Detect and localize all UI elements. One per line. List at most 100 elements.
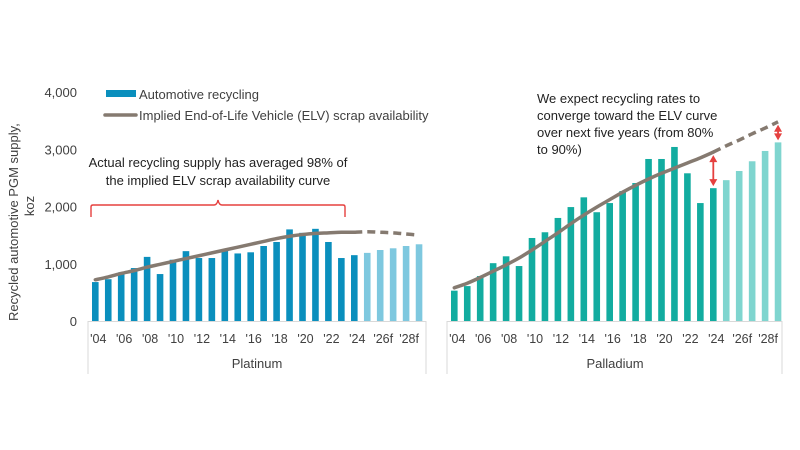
forecast-bar-2026	[735, 171, 743, 321]
palladium-annotation: We expect recycling rates to converge to…	[537, 91, 717, 157]
bar-2020	[299, 232, 306, 321]
bar-2008	[143, 256, 151, 321]
bar-2014	[221, 250, 229, 321]
x-tick-label: '04	[449, 332, 465, 346]
y-axis: 0 1,000 2,000 3,000 4,000	[44, 85, 77, 329]
bar-2009	[156, 274, 164, 321]
bar-2021	[671, 146, 678, 321]
bar-2022	[325, 241, 332, 321]
y-tick-label: 2,000	[44, 200, 77, 215]
palladium-annotation-line2: converge toward the ELV curve	[537, 108, 717, 123]
palladium-annotation-line1: We expect recycling rates to	[537, 91, 700, 106]
forecast-bar-2028	[402, 246, 410, 321]
x-tick-label: '20	[656, 332, 672, 346]
bar-2013	[567, 207, 575, 321]
bar-2016	[606, 203, 613, 321]
bar-2012	[554, 217, 562, 321]
gap-arrow-head-up	[709, 155, 718, 163]
x-tick-label: '14	[579, 332, 595, 346]
x-tick-label: '22	[682, 332, 698, 346]
bar-2023	[697, 203, 704, 321]
x-tick-label: '10	[168, 332, 184, 346]
x-tick-label: '18	[630, 332, 646, 346]
x-tick-label: '12	[553, 332, 569, 346]
bar-2006	[117, 272, 125, 321]
gap-arrow-head-down	[774, 133, 783, 141]
forecast-bar-2028	[761, 150, 769, 321]
bar-2023	[338, 258, 345, 321]
x-tick-label: '04	[90, 332, 106, 346]
platinum-annotation-line1: Actual recycling supply has averaged 98%…	[89, 155, 348, 170]
panels: '04 '06 '08 '10 '12 '14 '16 '18 '20 '22 '24 '26f '28…	[87, 120, 783, 374]
elv-line-forecast	[712, 120, 779, 154]
y-tick-label: 3,000	[44, 142, 77, 157]
forecast-bar-2026	[376, 250, 384, 321]
x-tick-label: '16	[246, 332, 262, 346]
x-tick-label: '26f	[732, 332, 752, 346]
bar-2005	[104, 279, 112, 321]
y-axis-label-unit: koz	[22, 196, 37, 216]
bar-2018	[273, 241, 280, 321]
x-tick-label: '12	[194, 332, 210, 346]
panel-platinum: '04 '06 '08 '10 '12 '14 '16 '18 '20 '22 '24 '26f '28…	[87, 228, 427, 374]
bar-2012	[195, 258, 203, 321]
bar-2018	[632, 183, 639, 321]
forecast-bar-2025	[363, 252, 371, 321]
forecast-bar-2029	[774, 142, 782, 321]
legend-label-bars: Automotive recycling	[139, 87, 259, 102]
bar-2006	[476, 276, 484, 321]
y-tick-label: 1,000	[44, 257, 77, 272]
bar-2009	[515, 266, 523, 321]
x-tick-label: '26f	[373, 332, 393, 346]
bar-2015	[593, 212, 601, 321]
y-tick-label: 4,000	[44, 85, 77, 100]
bar-2017	[260, 246, 267, 321]
x-tick-label: '10	[527, 332, 543, 346]
x-tick-label: '08	[501, 332, 517, 346]
bar-2015	[234, 253, 242, 321]
x-tick-label: '18	[271, 332, 287, 346]
palladium-annotation-line3: over next five years (from 80%	[537, 125, 714, 140]
y-axis-label-line1: Recycled automotive PGM supply,	[6, 123, 21, 321]
elv-line-forecast	[354, 229, 420, 237]
bar-2013	[208, 258, 216, 321]
x-tick-label: '06	[116, 332, 132, 346]
forecast-bar-2027	[389, 248, 397, 321]
bar-2008	[502, 256, 510, 321]
x-tick-label: '28f	[399, 332, 419, 346]
legend: Automotive recycling Implied End-of-Life…	[103, 87, 429, 123]
bar-2004	[451, 290, 458, 321]
panel-palladium: '04 '06 '08 '10 '12 '14 '16 '18 '20 '22 '24 '26f '28…	[446, 120, 783, 374]
y-axis-label-line2: koz	[22, 196, 37, 216]
x-tick-label: '08	[142, 332, 158, 346]
x-tick-label: '20	[297, 332, 313, 346]
palladium-annotation-line4: to 90%)	[537, 142, 582, 157]
bar-2021	[312, 228, 319, 321]
x-tick-label: '16	[605, 332, 621, 346]
forecast-bar-2027	[748, 161, 756, 321]
x-tick-label: '24	[349, 332, 365, 346]
bar-2017	[619, 191, 626, 321]
forecast-bar-2025	[722, 180, 730, 321]
platinum-brace	[90, 199, 346, 217]
bar-2019	[645, 158, 652, 321]
bar-2019	[286, 229, 293, 321]
bar-2005	[463, 286, 471, 321]
legend-swatch-bars	[106, 90, 136, 97]
elv-line-actual	[93, 230, 357, 282]
bar-2007	[130, 268, 138, 321]
bar-2007	[489, 263, 497, 321]
platinum-annotation-line2: the implied ELV scrap availability curve	[106, 173, 330, 188]
x-tick-label: '14	[220, 332, 236, 346]
x-tick-label: '28f	[758, 332, 778, 346]
forecast-bar-2029	[415, 244, 423, 321]
x-tick-label: '06	[475, 332, 491, 346]
gap-arrow-head-up	[774, 124, 783, 132]
group-label-platinum: Platinum	[232, 356, 283, 371]
bar-2010	[528, 237, 536, 321]
bar-2010	[169, 259, 177, 321]
platinum-annotation: Actual recycling supply has averaged 98%…	[89, 155, 348, 217]
y-tick-label: 0	[70, 314, 77, 329]
bar-2024	[710, 188, 717, 321]
